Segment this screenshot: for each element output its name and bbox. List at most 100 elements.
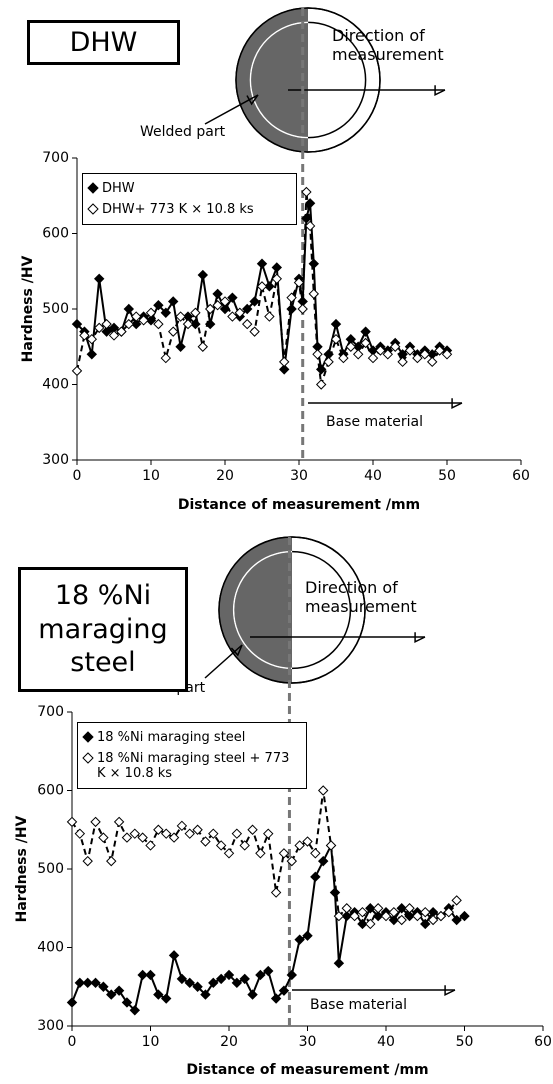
data-point	[215, 840, 227, 851]
direction-label: Direction of measurement	[305, 578, 417, 617]
data-point	[121, 997, 133, 1008]
arrow-head	[414, 632, 426, 643]
data-point	[255, 848, 266, 859]
data-point	[389, 341, 401, 352]
data-point	[278, 364, 290, 375]
data-point	[223, 848, 235, 859]
data-point	[256, 258, 268, 269]
data-point	[234, 307, 246, 318]
data-point	[372, 903, 384, 914]
data-point	[167, 296, 179, 307]
data-point	[264, 311, 275, 322]
data-point	[197, 341, 209, 352]
data-point	[317, 785, 329, 796]
x-tick-label: 0	[73, 468, 82, 484]
data-point	[121, 832, 133, 843]
data-point	[333, 910, 345, 922]
y-tick-label: 300	[42, 452, 69, 468]
x-tick-label: 50	[438, 468, 456, 484]
base-label: Base material	[310, 997, 407, 1013]
legend: 18 %Ni maraging steel 18 %Ni maraging ste…	[77, 722, 307, 789]
data-point	[153, 989, 164, 1000]
data-point	[86, 349, 98, 360]
data-point	[184, 977, 195, 989]
data-point	[153, 300, 164, 311]
legend-entry: 18 %Ni maraging steel	[82, 728, 302, 747]
data-point	[360, 326, 371, 337]
data-point	[304, 198, 316, 209]
data-point	[192, 824, 203, 835]
data-point	[116, 326, 127, 337]
legend-icon	[87, 182, 99, 194]
data-point	[301, 186, 312, 198]
data-point	[175, 341, 186, 352]
data-point	[123, 318, 135, 330]
x-tick-label: 0	[68, 1034, 77, 1050]
data-point	[212, 288, 223, 300]
data-point	[79, 330, 90, 341]
data-point	[388, 914, 400, 926]
data-point	[145, 840, 156, 851]
data-point	[294, 934, 305, 945]
data-point	[297, 303, 308, 315]
data-point	[365, 903, 376, 914]
data-point	[66, 816, 78, 828]
data-point	[330, 333, 342, 345]
data-point	[375, 345, 386, 356]
pipe-outer-ring	[218, 536, 366, 684]
legend-entry: DHW	[87, 179, 292, 198]
data-point	[310, 871, 321, 883]
data-point	[302, 836, 313, 847]
data-point	[160, 307, 172, 318]
data-point	[443, 906, 455, 918]
data-point	[419, 349, 431, 360]
data-point	[382, 349, 394, 360]
data-point	[427, 914, 439, 926]
data-point	[200, 989, 211, 1000]
data-point	[357, 906, 368, 918]
data-point	[367, 352, 379, 364]
data-point	[98, 832, 109, 843]
data-point	[372, 910, 384, 922]
y-tick-label: 500	[42, 301, 69, 317]
data-point	[365, 918, 376, 930]
data-point	[160, 828, 172, 839]
data-point	[231, 977, 243, 989]
x-tick-label: 20	[216, 468, 234, 484]
data-point	[74, 828, 86, 839]
y-tick-label: 400	[37, 940, 64, 956]
data-point	[286, 292, 297, 303]
data-point	[74, 977, 86, 989]
data-point	[249, 296, 260, 307]
x-tick-label: 40	[364, 468, 382, 484]
data-point	[315, 379, 327, 390]
data-point	[200, 836, 211, 847]
data-point	[123, 303, 135, 315]
data-point	[184, 828, 195, 839]
arrow-head	[230, 644, 243, 657]
legend-marker	[82, 752, 94, 764]
welded-label: Welded part	[140, 124, 226, 140]
legend-marker	[87, 182, 99, 194]
data-point	[451, 895, 462, 906]
x-tick-label: 10	[142, 1034, 160, 1050]
welded-zone	[219, 537, 292, 683]
series-line	[71, 790, 458, 926]
data-point	[219, 296, 231, 307]
data-point	[396, 903, 407, 914]
data-point	[71, 318, 83, 330]
data-point	[357, 918, 368, 930]
data-point	[270, 887, 282, 898]
data-point	[137, 832, 148, 843]
base-label: Base material	[326, 414, 423, 430]
data-point	[176, 973, 188, 985]
data-point	[360, 337, 371, 349]
legend-label: DHW	[102, 181, 135, 196]
data-point	[90, 977, 101, 989]
data-point	[451, 914, 462, 926]
data-point	[98, 981, 109, 992]
arrow-line	[204, 644, 243, 679]
x-tick-label: 60	[512, 468, 530, 484]
title-box: 18 %Ni maraging steel	[18, 567, 188, 692]
data-point	[308, 288, 320, 300]
